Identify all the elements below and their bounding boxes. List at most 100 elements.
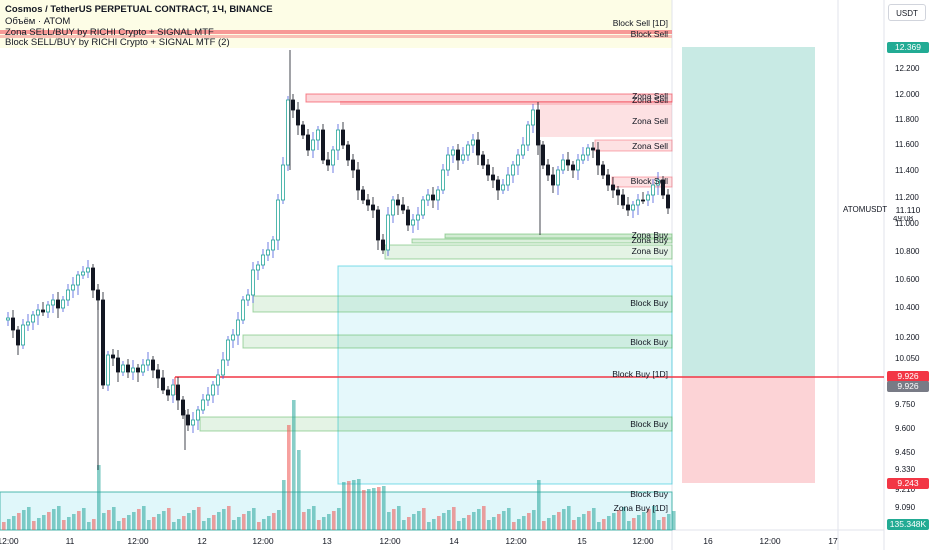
volume-bar (637, 515, 641, 530)
candle-body (355, 169, 360, 191)
volume-bar (187, 513, 191, 530)
candle-body (245, 294, 250, 301)
candle-body (300, 124, 305, 136)
candle-body (240, 299, 245, 321)
volume-bar (332, 511, 336, 530)
volume-bar (572, 520, 576, 530)
volume-bar (512, 522, 516, 530)
zone-label: Block Sell [1D] (613, 18, 668, 28)
price-tick: 11.800 (895, 115, 919, 124)
price-tick: 11.200 (895, 193, 919, 202)
volume-bar (587, 511, 591, 530)
volume-bar (392, 509, 396, 530)
time-tick: 13 (322, 536, 332, 546)
candle-body (270, 239, 275, 251)
candle-body (475, 139, 480, 156)
candle-body (340, 129, 345, 146)
candle-body (440, 169, 445, 191)
long-position-loss[interactable] (682, 377, 815, 483)
volume-bar (592, 508, 596, 530)
candle-body (140, 364, 145, 373)
candle-body (180, 399, 185, 416)
candle-body (290, 99, 295, 111)
candle-body (61, 299, 66, 309)
zone-label: Block Buy [1D] (612, 369, 668, 379)
candle-body (546, 164, 551, 176)
candle-body (651, 184, 656, 196)
volume-bar (412, 514, 416, 530)
candle-body (280, 164, 285, 201)
price-tick: 10.200 (895, 333, 920, 342)
candle-body (135, 367, 140, 373)
candle-body (165, 389, 170, 396)
cyan-buy-region (337, 265, 673, 485)
price-tick: 11.000 (895, 219, 919, 228)
candle-body (405, 209, 410, 226)
volume-legend[interactable]: Объём · ATOM (5, 16, 71, 27)
candle-body (400, 204, 405, 211)
candle-body (661, 179, 666, 196)
symbol-title[interactable]: Cosmos / TetherUS PERPETUAL CONTRACT, 1Ч… (5, 4, 273, 15)
candle-body (395, 199, 400, 206)
candle-body (465, 144, 470, 156)
volume-bar (452, 507, 456, 530)
zone-label: Block Buy (630, 489, 669, 499)
volume-bar (642, 512, 646, 530)
volume-bar (667, 514, 671, 530)
indicator-legend-2[interactable]: Block SELL/BUY by RICHI Crypto + SIGNAL … (5, 37, 230, 48)
time-tick: 12:00 (127, 536, 149, 546)
candle-body (15, 329, 20, 346)
volume-bar (647, 509, 651, 530)
time-tick: 16 (703, 536, 713, 546)
volume-bar (602, 519, 606, 530)
volume-bar (612, 513, 616, 530)
volume-bar (217, 512, 221, 530)
volume-bar (322, 517, 326, 530)
currency-button[interactable]: USDT (888, 4, 926, 21)
time-tick: 12:00 (505, 536, 527, 546)
candle-body (380, 239, 385, 251)
price-tick: 12.200 (895, 64, 920, 73)
candle-body (200, 399, 205, 411)
candle-body (455, 149, 460, 161)
candle-body (6, 317, 11, 321)
volume-bar (97, 465, 101, 530)
candle-body (586, 147, 591, 156)
volume-bar (537, 480, 541, 530)
price-tick: 9.450 (895, 448, 916, 457)
price-tag: 9.926 (887, 371, 929, 382)
volume-bar (27, 507, 31, 530)
volume-bar (302, 512, 306, 530)
price-tag: 135.348K (887, 519, 929, 530)
long-position-profit[interactable] (682, 47, 815, 377)
candle-body (235, 319, 240, 336)
volume-bar (7, 519, 11, 530)
candle-body (435, 189, 440, 201)
volume-bar (317, 520, 321, 530)
price-tick: 9.330 (895, 465, 916, 474)
candle-body (25, 321, 30, 326)
candle-body (320, 129, 325, 161)
candle-body (215, 374, 220, 386)
volume-bar (222, 509, 226, 530)
volume-bar (457, 521, 461, 530)
candle-body (556, 169, 561, 186)
volume-bar (57, 506, 61, 530)
volume-bar (577, 517, 581, 530)
volume-bar (527, 513, 531, 530)
candle-body (81, 271, 86, 276)
candle-body (571, 164, 576, 171)
volume-bar (92, 519, 96, 530)
volume-bar (67, 517, 71, 530)
candle-body (611, 184, 616, 191)
indicator-legend-1[interactable]: Zona SELL/BUY by RICHI Crypto + SIGNAL M… (5, 27, 214, 38)
time-tick: 12:00 (379, 536, 401, 546)
time-tick: 12:00 (632, 536, 654, 546)
volume-bar (492, 517, 496, 530)
candle-body (220, 359, 225, 376)
volume-bar (77, 511, 81, 530)
volume-bar (472, 512, 476, 530)
volume-bar (227, 506, 231, 530)
volume-bar (157, 514, 161, 530)
